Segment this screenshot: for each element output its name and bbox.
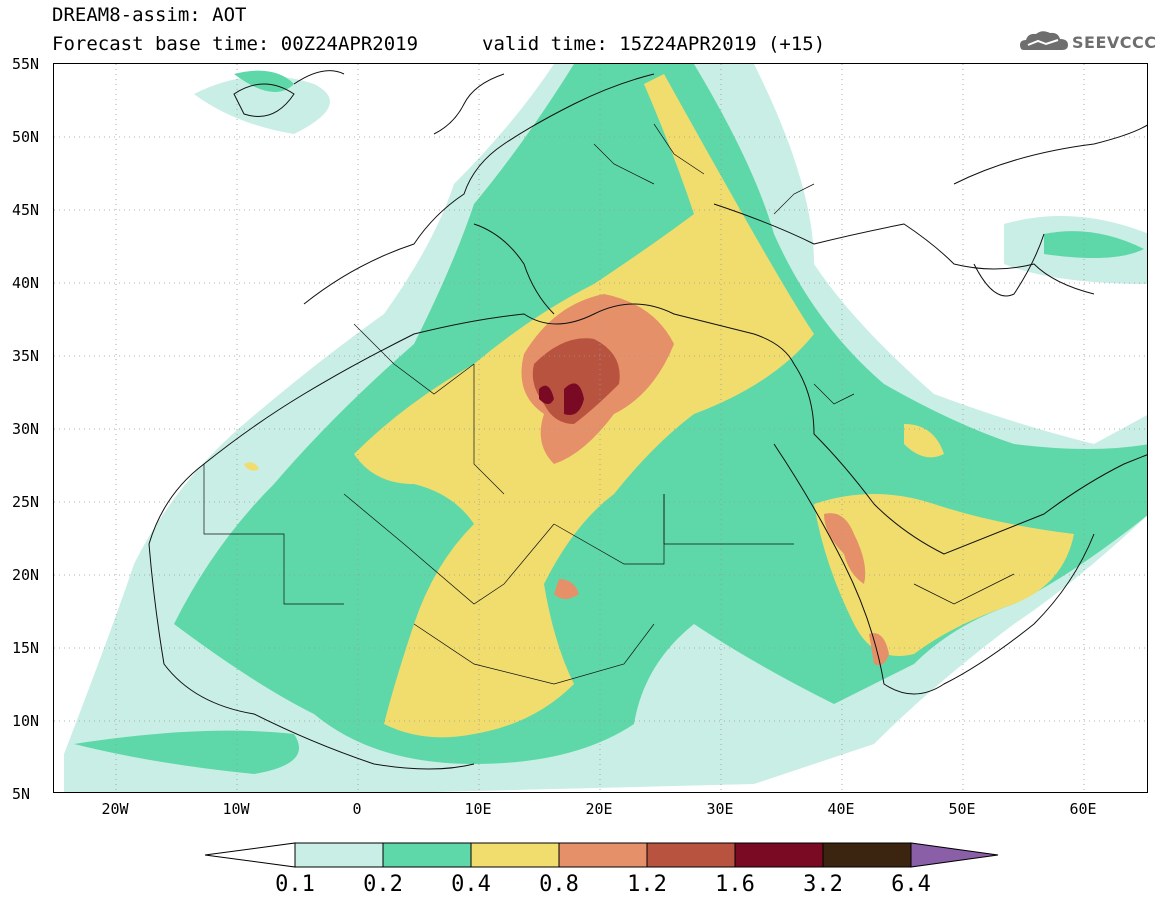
lat-label-5n: 5N xyxy=(12,785,31,803)
cloud-icon xyxy=(1020,31,1068,50)
colorbar xyxy=(205,842,999,868)
country-borders xyxy=(203,123,1015,685)
map-area xyxy=(53,63,1148,793)
lon-label-50e: 50E xyxy=(948,800,976,818)
graticule xyxy=(54,64,1147,792)
lon-label-30e: 30E xyxy=(706,800,734,818)
lat-label-45n: 45N xyxy=(12,201,40,219)
map-title: DREAM8-assim: AOT xyxy=(52,4,247,26)
lat-label-35n: 35N xyxy=(12,347,40,365)
aot-contours xyxy=(64,64,1147,792)
colorbar-label-6: 3.2 xyxy=(803,872,843,897)
lat-label-30n: 30N xyxy=(12,420,40,438)
lon-label-0: 0 xyxy=(352,800,362,818)
colorbar-cell-5 xyxy=(646,842,736,868)
valid-time: valid time: 15Z24APR2019 (+15) xyxy=(482,33,826,55)
lat-label-25n: 25N xyxy=(12,493,40,511)
colorbar-label-0: 0.1 xyxy=(275,872,315,897)
colorbar-label-4: 1.2 xyxy=(627,872,667,897)
lon-label-60e: 60E xyxy=(1069,800,1097,818)
forecast-base-time: Forecast base time: 00Z24APR2019 xyxy=(52,33,419,55)
coastlines xyxy=(148,70,1147,770)
colorbar-cell-1 xyxy=(294,842,384,868)
lat-label-40n: 40N xyxy=(12,274,40,292)
lat-label-55n: 55N xyxy=(12,55,40,73)
lat-label-50n: 50N xyxy=(12,128,40,146)
colorbar-cell-below xyxy=(205,842,296,868)
colorbar-label-2: 0.4 xyxy=(451,872,491,897)
lat-label-15n: 15N xyxy=(12,639,40,657)
lon-label-40e: 40E xyxy=(827,800,855,818)
colorbar-label-7: 6.4 xyxy=(891,872,931,897)
colorbar-label-1: 0.2 xyxy=(363,872,403,897)
colorbar-cell-above xyxy=(910,842,999,868)
colorbar-label-5: 1.6 xyxy=(715,872,755,897)
colorbar-label-3: 0.8 xyxy=(539,872,579,897)
colorbar-cell-2 xyxy=(382,842,472,868)
lon-label-20e: 20E xyxy=(585,800,613,818)
lon-label-10e: 10E xyxy=(464,800,492,818)
lon-label-10w: 10W xyxy=(222,800,250,818)
lat-label-20n: 20N xyxy=(12,566,40,584)
colorbar-cell-6 xyxy=(734,842,824,868)
logo-text: SEEVCCC xyxy=(1072,33,1157,52)
colorbar-cell-3 xyxy=(470,842,560,868)
colorbar-cell-7 xyxy=(822,842,912,868)
lat-label-10n: 10N xyxy=(12,712,40,730)
colorbar-cell-4 xyxy=(558,842,648,868)
lon-label-20w: 20W xyxy=(101,800,129,818)
